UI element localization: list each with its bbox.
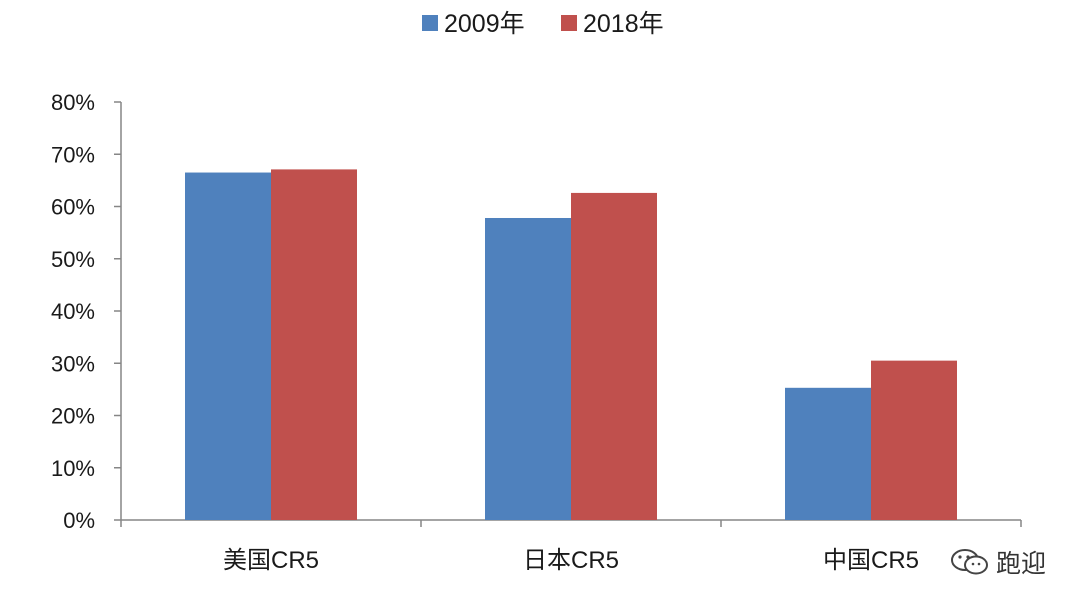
y-tick-label: 30% [51,351,95,376]
legend-label: 2018年 [583,10,664,38]
y-tick-label: 20% [51,404,95,429]
y-tick-label: 70% [51,142,95,167]
legend-swatch [422,15,438,31]
y-tick-label: 80% [51,90,95,115]
x-category-label: 美国CR5 [223,547,319,574]
bar-series1-1 [485,217,571,520]
legend-label: 2009年 [444,10,525,38]
y-tick-label: 40% [51,299,95,324]
bar-series2-2 [871,360,957,520]
watermark-text: 跑迎 [995,549,1046,578]
bar-series2-0 [271,169,357,520]
y-tick-label: 10% [51,456,95,481]
legend-swatch [561,15,577,31]
y-tick-label: 50% [51,247,95,272]
bars [185,169,957,521]
watermark: 跑迎 [950,544,1046,580]
y-tick-label: 0% [63,508,95,533]
wechat-icon [950,549,988,575]
bar-series1-2 [785,387,871,520]
axes: 0% 10% 20% 30% 40% 50% 60% 70% 80% 美国CR5 日本CR5 中国CR… [51,90,1022,574]
bar-series1-0 [185,172,271,520]
bar-series2-1 [571,192,657,521]
y-tick-label: 60% [51,195,95,220]
x-category-label: 日本CR5 [523,547,619,574]
legend: 2009年 2018年 [422,10,664,38]
x-category-label: 中国CR5 [823,547,919,574]
